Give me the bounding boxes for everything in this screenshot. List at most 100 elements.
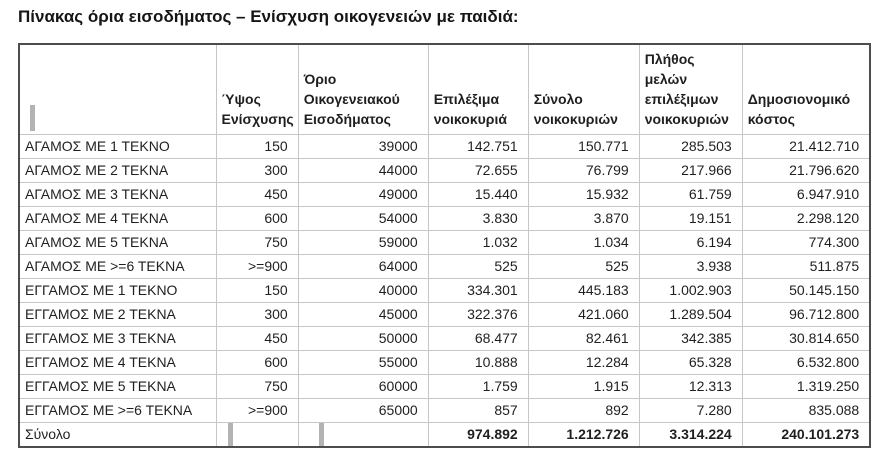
- value-cell: 10.888: [427, 350, 529, 375]
- value-cell: 65.328: [638, 350, 743, 375]
- value-cell: 525: [527, 254, 640, 279]
- value-cell: 12.284: [527, 350, 640, 375]
- row-label-cell: ΕΓΓΑΜΟΣ ΜΕ 4 ΤΕΚΝΑ: [18, 350, 217, 375]
- value-cell: 19.151: [638, 206, 743, 231]
- value-cell: 12.313: [638, 374, 743, 399]
- cursor-artifact-icon: [227, 423, 233, 446]
- header-cell-total-households: Σύνολο νοικοκυριών: [527, 43, 640, 135]
- totals-empty-cell: [297, 422, 429, 448]
- value-cell: 525: [427, 254, 529, 279]
- value-cell: 1.319.250: [741, 374, 871, 399]
- value-cell: 30.814.650: [741, 326, 871, 351]
- document-page: Πίνακας όρια εισοδήματος – Ενίσχυση οικο…: [0, 6, 880, 453]
- value-cell: 7.280: [638, 398, 743, 423]
- value-cell: 82.461: [527, 326, 640, 351]
- value-cell: 450: [215, 326, 299, 351]
- value-cell: 600: [215, 350, 299, 375]
- table-row: ΕΓΓΑΜΟΣ ΜΕ 2 ΤΕΚΝΑ 300 45000 322.376 421.060…: [18, 302, 871, 327]
- value-cell: 61.759: [638, 182, 743, 207]
- value-cell: 59000: [297, 230, 429, 255]
- value-cell: 300: [215, 158, 299, 183]
- value-cell: 857: [427, 398, 529, 423]
- totals-value-cell: 974.892: [427, 422, 529, 448]
- row-label-cell: ΑΓΑΜΟΣ ΜΕ 3 ΤΕΚΝΑ: [18, 182, 217, 207]
- value-cell: 6.194: [638, 230, 743, 255]
- header-cell-aid-amount: Ύψος Ενίσχυσης: [215, 43, 299, 135]
- value-cell: 21.796.620: [741, 158, 871, 183]
- value-cell: 774.300: [741, 230, 871, 255]
- value-cell: 334.301: [427, 278, 529, 303]
- value-cell: 1.032: [427, 230, 529, 255]
- value-cell: 3.830: [427, 206, 529, 231]
- value-cell: 142.751: [427, 134, 529, 159]
- value-cell: 6.532.800: [741, 350, 871, 375]
- table-row: ΕΓΓΑΜΟΣ ΜΕ >=6 ΤΕΚΝΑ >=900 65000 857 892 7.28…: [18, 398, 871, 423]
- value-cell: 50.145.150: [741, 278, 871, 303]
- value-cell: 1.915: [527, 374, 640, 399]
- header-cell-member-count: Πλήθος μελών επιλέξιμων νοικοκυριών: [638, 43, 743, 135]
- value-cell: 72.655: [427, 158, 529, 183]
- table-row: ΕΓΓΑΜΟΣ ΜΕ 3 ΤΕΚΝΑ 450 50000 68.477 82.461 34…: [18, 326, 871, 351]
- value-cell: 3.938: [638, 254, 743, 279]
- value-cell: 55000: [297, 350, 429, 375]
- value-cell: 96.712.800: [741, 302, 871, 327]
- table-row: ΕΓΓΑΜΟΣ ΜΕ 4 ΤΕΚΝΑ 600 55000 10.888 12.284 65…: [18, 350, 871, 375]
- value-cell: 892: [527, 398, 640, 423]
- value-cell: 2.298.120: [741, 206, 871, 231]
- value-cell: 322.376: [427, 302, 529, 327]
- value-cell: 6.947.910: [741, 182, 871, 207]
- totals-empty-cell: [215, 422, 299, 448]
- table-row: ΑΓΑΜΟΣ ΜΕ 2 ΤΕΚΝΑ 300 44000 72.655 76.799 217…: [18, 158, 871, 183]
- value-cell: 3.870: [527, 206, 640, 231]
- table-row: ΑΓΑΜΟΣ ΜΕ 4 ΤΕΚΝΑ 600 54000 3.830 3.870 19.15…: [18, 206, 871, 231]
- totals-value-cell: 1.212.726: [527, 422, 640, 448]
- value-cell: 150.771: [527, 134, 640, 159]
- value-cell: 1.002.903: [638, 278, 743, 303]
- value-cell: 217.966: [638, 158, 743, 183]
- table-row: ΑΓΑΜΟΣ ΜΕ 1 ΤΕΚΝΟ 150 39000 142.751 150.771 2…: [18, 134, 871, 159]
- value-cell: 49000: [297, 182, 429, 207]
- value-cell: 600: [215, 206, 299, 231]
- value-cell: >=900: [215, 254, 299, 279]
- table-body: ΑΓΑΜΟΣ ΜΕ 1 ΤΕΚΝΟ 150 39000 142.751 150.771 2…: [18, 134, 871, 448]
- value-cell: 150: [215, 278, 299, 303]
- row-label-cell: ΕΓΓΑΜΟΣ ΜΕ >=6 ΤΕΚΝΑ: [18, 398, 217, 423]
- value-cell: 342.385: [638, 326, 743, 351]
- row-label-cell: ΕΓΓΑΜΟΣ ΜΕ 2 ΤΕΚΝΑ: [18, 302, 217, 327]
- row-label-cell: ΑΓΑΜΟΣ ΜΕ 4 ΤΕΚΝΑ: [18, 206, 217, 231]
- header-cell-eligible-households: Επιλέξιμα νοικοκυριά: [427, 43, 529, 135]
- table-row: ΑΓΑΜΟΣ ΜΕ 5 ΤΕΚΝΑ 750 59000 1.032 1.034 6.194…: [18, 230, 871, 255]
- value-cell: 835.088: [741, 398, 871, 423]
- value-cell: 21.412.710: [741, 134, 871, 159]
- value-cell: 39000: [297, 134, 429, 159]
- value-cell: 50000: [297, 326, 429, 351]
- row-label-cell: ΕΓΓΑΜΟΣ ΜΕ 5 ΤΕΚΝΑ: [18, 374, 217, 399]
- value-cell: 1.759: [427, 374, 529, 399]
- header-cell-empty: [18, 43, 217, 135]
- cursor-artifact-icon: [30, 105, 35, 131]
- header-cell-fiscal-cost: Δημοσιονομικό κόστος: [741, 43, 871, 135]
- value-cell: 450: [215, 182, 299, 207]
- value-cell: >=900: [215, 398, 299, 423]
- value-cell: 445.183: [527, 278, 640, 303]
- value-cell: 285.503: [638, 134, 743, 159]
- income-limits-table: Ύψος Ενίσχυσης Όριο Οικογενειακού Εισοδή…: [18, 43, 872, 448]
- header-row: Ύψος Ενίσχυσης Όριο Οικογενειακού Εισοδή…: [18, 43, 871, 135]
- row-label-cell: ΕΓΓΑΜΟΣ ΜΕ 1 ΤΕΚΝΟ: [18, 278, 217, 303]
- totals-label-cell: Σύνολο: [18, 422, 217, 448]
- value-cell: 44000: [297, 158, 429, 183]
- row-label-cell: ΑΓΑΜΟΣ ΜΕ >=6 ΤΕΚΝΑ: [18, 254, 217, 279]
- row-label-cell: ΑΓΑΜΟΣ ΜΕ 1 ΤΕΚΝΟ: [18, 134, 217, 159]
- value-cell: 1.034: [527, 230, 640, 255]
- value-cell: 68.477: [427, 326, 529, 351]
- value-cell: 65000: [297, 398, 429, 423]
- value-cell: 45000: [297, 302, 429, 327]
- value-cell: 1.289.504: [638, 302, 743, 327]
- value-cell: 76.799: [527, 158, 640, 183]
- value-cell: 54000: [297, 206, 429, 231]
- row-label-cell: ΑΓΑΜΟΣ ΜΕ 5 ΤΕΚΝΑ: [18, 230, 217, 255]
- header-cell-income-limit: Όριο Οικογενειακού Εισοδήματος: [297, 43, 429, 135]
- table-row: ΑΓΑΜΟΣ ΜΕ >=6 ΤΕΚΝΑ >=900 64000 525 525 3.938…: [18, 254, 871, 279]
- table-row: ΕΓΓΑΜΟΣ ΜΕ 5 ΤΕΚΝΑ 750 60000 1.759 1.915 12.3…: [18, 374, 871, 399]
- value-cell: 40000: [297, 278, 429, 303]
